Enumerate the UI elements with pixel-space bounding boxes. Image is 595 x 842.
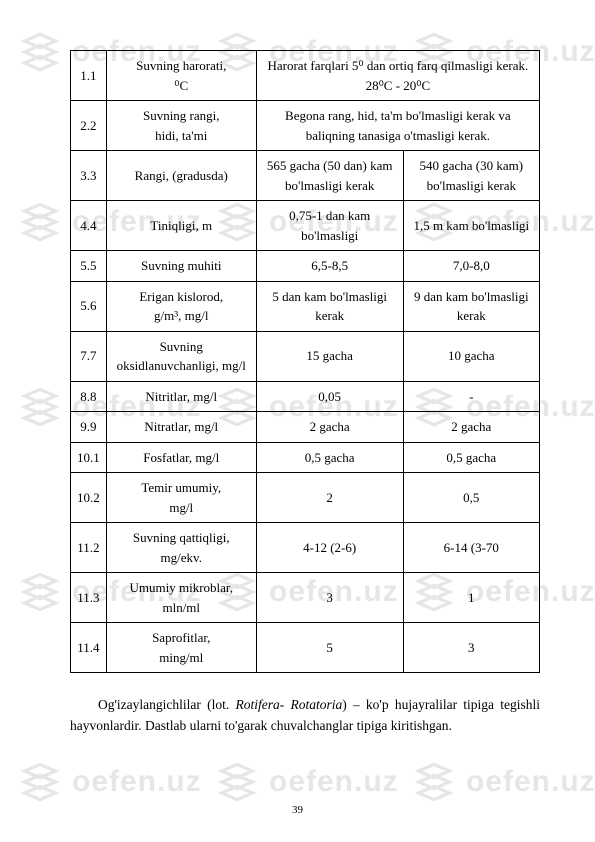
table-row: 2.2Suvning rangi,hidi, ta'miBegona rang,… [71, 101, 540, 151]
row-value-a: 3 [256, 573, 403, 623]
row-value-a: 15 gacha [256, 331, 403, 381]
row-number: 5.6 [71, 281, 107, 331]
row-value-merged: Harorat farqlari 5⁰ dan ortiq farq qilma… [256, 51, 539, 101]
row-value-a: 2 [256, 473, 403, 523]
row-value-b: 1,5 m kam bo'lmasligi [403, 201, 539, 251]
row-value-b: 7,0-8,0 [403, 251, 539, 282]
row-number: 3.3 [71, 151, 107, 201]
row-number: 10.1 [71, 442, 107, 473]
page-content: 1.1Suvning harorati,⁰CHarorat farqlari 5… [0, 0, 595, 757]
table-row: 8.8Nitritlar, mg/l0,05- [71, 381, 540, 412]
row-value-b: 0,5 [403, 473, 539, 523]
row-number: 8.8 [71, 381, 107, 412]
row-value-b: - [403, 381, 539, 412]
row-parameter: Suvning oksidlanuvchanligi, mg/l [106, 331, 256, 381]
row-value-b: 6-14 (3-70 [403, 523, 539, 573]
row-value-a: 565 gacha (50 dan) kam bo'lmasligi kerak [256, 151, 403, 201]
watermark-text: oefen.uz [72, 765, 202, 799]
row-number: 2.2 [71, 101, 107, 151]
paragraph: Og'izaylangichlilar (lot. Rotifera- Rota… [70, 695, 540, 737]
row-value-a: 4-12 (2-6) [256, 523, 403, 573]
row-parameter: Suvning muhiti [106, 251, 256, 282]
table-row: 11.3Umumiy mikroblar, mln/ml31 [71, 573, 540, 623]
table-row: 10.2Temir umumiy,mg/l20,5 [71, 473, 540, 523]
row-value-b: 540 gacha (30 kam) bo'lmasligi kerak [403, 151, 539, 201]
row-parameter: Fosfatlar, mg/l [106, 442, 256, 473]
row-parameter: Nitritlar, mg/l [106, 381, 256, 412]
para-pre: Og'izaylangichlilar (lot. [98, 697, 235, 712]
row-parameter: Umumiy mikroblar, mln/ml [106, 573, 256, 623]
watermark: oefen.uz [412, 760, 595, 804]
table-row: 5.6Erigan kislorod,g/m³, mg/l5 dan kam b… [71, 281, 540, 331]
table-row: 7.7Suvning oksidlanuvchanligi, mg/l15 ga… [71, 331, 540, 381]
row-value-a: 0,05 [256, 381, 403, 412]
row-number: 4.4 [71, 201, 107, 251]
watermark: oefen.uz [215, 760, 399, 804]
row-number: 10.2 [71, 473, 107, 523]
table-row: 9.9Nitratlar, mg/l2 gacha2 gacha [71, 412, 540, 443]
row-value-a: 2 gacha [256, 412, 403, 443]
row-value-b: 0,5 gacha [403, 442, 539, 473]
row-parameter: Nitratlar, mg/l [106, 412, 256, 443]
row-value-b: 1 [403, 573, 539, 623]
row-value-a: 5 [256, 623, 403, 673]
row-number: 11.2 [71, 523, 107, 573]
row-parameter: Saprofitlar,ming/ml [106, 623, 256, 673]
watermark-text: oefen.uz [466, 765, 595, 799]
row-value-merged: Begona rang, hid, ta'm bo'lmasligi kerak… [256, 101, 539, 151]
row-number: 7.7 [71, 331, 107, 381]
row-parameter: Erigan kislorod,g/m³, mg/l [106, 281, 256, 331]
table-row: 3.3Rangi, (gradusda)565 gacha (50 dan) k… [71, 151, 540, 201]
table-row: 4.4Tiniqligi, m0,75-1 dan kam bo'lmaslig… [71, 201, 540, 251]
row-number: 9.9 [71, 412, 107, 443]
watermark-text: oefen.uz [269, 765, 399, 799]
row-number: 11.3 [71, 573, 107, 623]
table-row: 1.1Suvning harorati,⁰CHarorat farqlari 5… [71, 51, 540, 101]
row-number: 1.1 [71, 51, 107, 101]
row-parameter: Suvning rangi,hidi, ta'mi [106, 101, 256, 151]
row-parameter: Tiniqligi, m [106, 201, 256, 251]
row-value-a: 5 dan kam bo'lmasligi kerak [256, 281, 403, 331]
row-value-a: 0,75-1 dan kam bo'lmasligi [256, 201, 403, 251]
row-parameter: Rangi, (gradusda) [106, 151, 256, 201]
page-number: 39 [0, 804, 595, 816]
row-parameter: Suvning qattiqligi, mg/ekv. [106, 523, 256, 573]
row-parameter: Suvning harorati,⁰C [106, 51, 256, 101]
row-parameter: Temir umumiy,mg/l [106, 473, 256, 523]
row-number: 5.5 [71, 251, 107, 282]
parameters-table: 1.1Suvning harorati,⁰CHarorat farqlari 5… [70, 50, 540, 673]
row-value-b: 3 [403, 623, 539, 673]
row-value-a: 0,5 gacha [256, 442, 403, 473]
watermark: oefen.uz [18, 760, 202, 804]
table-row: 11.2Suvning qattiqligi, mg/ekv.4-12 (2-6… [71, 523, 540, 573]
row-value-a: 6,5-8,5 [256, 251, 403, 282]
row-value-b: 9 dan kam bo'lmasligi kerak [403, 281, 539, 331]
table-row: 11.4Saprofitlar,ming/ml53 [71, 623, 540, 673]
table-row: 10.1Fosfatlar, mg/l0,5 gacha0,5 gacha [71, 442, 540, 473]
para-italic: Rotifera- Rotatoria [235, 697, 342, 712]
row-value-b: 10 gacha [403, 331, 539, 381]
table-row: 5.5Suvning muhiti6,5-8,57,0-8,0 [71, 251, 540, 282]
row-number: 11.4 [71, 623, 107, 673]
row-value-b: 2 gacha [403, 412, 539, 443]
